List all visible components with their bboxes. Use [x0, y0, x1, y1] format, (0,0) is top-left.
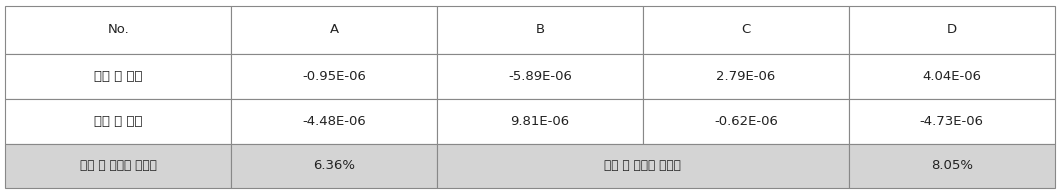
Bar [849, 6, 1055, 54]
Bar [437, 99, 643, 144]
Text: 9.81E-06: 9.81E-06 [510, 115, 570, 128]
Text: 6.36%: 6.36% [313, 159, 355, 172]
Bar [5, 54, 231, 99]
Bar [231, 99, 437, 144]
Text: 시험 후 비저항 균일도: 시험 후 비저항 균일도 [605, 159, 681, 172]
Bar [231, 144, 437, 188]
Text: 시험 전 편차: 시험 전 편차 [94, 70, 142, 83]
Text: 시험 후 편차: 시험 후 편차 [94, 115, 142, 128]
Bar [5, 99, 231, 144]
Bar [437, 54, 643, 99]
Bar [231, 54, 437, 99]
Text: B: B [536, 23, 544, 36]
Text: -0.95E-06: -0.95E-06 [302, 70, 366, 83]
Text: -4.73E-06: -4.73E-06 [920, 115, 984, 128]
Text: -4.48E-06: -4.48E-06 [302, 115, 366, 128]
Text: D: D [946, 23, 957, 36]
Text: -5.89E-06: -5.89E-06 [508, 70, 572, 83]
Bar [849, 144, 1055, 188]
Text: 2.79E-06: 2.79E-06 [716, 70, 776, 83]
Text: No.: No. [107, 23, 129, 36]
Text: 8.05%: 8.05% [930, 159, 973, 172]
Text: 4.04E-06: 4.04E-06 [922, 70, 981, 83]
Text: C: C [742, 23, 750, 36]
Bar [231, 6, 437, 54]
Bar [849, 99, 1055, 144]
Text: 시험 전 비저항 균일도: 시험 전 비저항 균일도 [80, 159, 157, 172]
Bar [849, 54, 1055, 99]
Bar [437, 6, 643, 54]
Text: -0.62E-06: -0.62E-06 [714, 115, 778, 128]
Bar [643, 6, 849, 54]
Bar [437, 144, 849, 188]
Bar [5, 6, 231, 54]
Text: A: A [330, 23, 338, 36]
Bar [5, 144, 231, 188]
Bar [643, 54, 849, 99]
Bar [643, 99, 849, 144]
